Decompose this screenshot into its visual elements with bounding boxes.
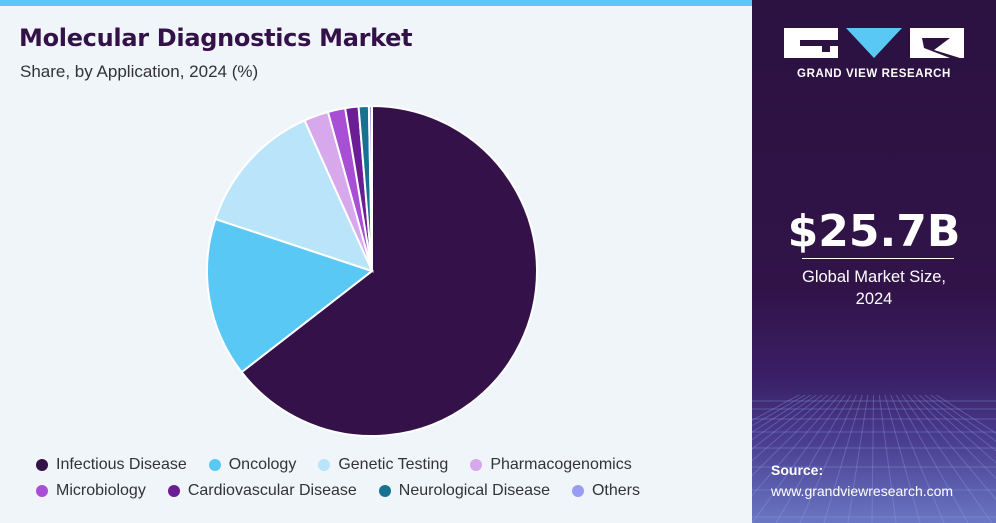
market-size-value: $25.7B [787,206,961,257]
grid-line [752,395,829,462]
chart-legend: Infectious Disease Oncology Genetic Testin… [36,452,746,504]
grid-line [890,395,945,523]
legend-label: Microbiology [56,482,146,499]
grid-line [871,395,875,523]
grid-line [918,395,996,464]
legend-label: Neurological Disease [398,482,550,499]
grid-line [901,395,993,523]
legend-swatch [167,485,180,497]
legend-swatch [208,459,221,471]
legend-label: Infectious Disease [56,456,187,473]
grid-line [884,395,921,523]
legend-item: Microbiology [36,482,146,500]
legend-swatch [318,459,331,471]
legend-swatch [36,485,48,497]
pie-slice-oncology [206,217,375,374]
legend-label: Pharmacogenomics [490,456,632,473]
legend-row: Microbiology Cardiovascular Disease Neurol… [36,478,746,504]
grid-line [929,395,996,442]
legend-item: Cardiovascular Disease [167,482,357,500]
legend-item: Neurological Disease [378,482,550,500]
grid-line [752,395,835,477]
legend-item: Oncology [208,456,297,474]
brand-name: GRAND VIEW RESEARCH [797,68,951,80]
market-size-label-line1: Global Market Size, [802,268,946,286]
legend-swatch [36,459,48,471]
legend-row: Infectious Disease Oncology Genetic Testin… [36,452,746,478]
legend-swatch [378,485,391,497]
grid-line [878,395,897,523]
grid-line [895,395,969,523]
source-url: www.grandviewresearch.com [771,483,954,499]
legend-item: Others [571,482,640,500]
grid-line [752,395,818,441]
grid-floor-graphic [752,395,996,523]
legend-swatch [470,459,483,471]
pie-slice-infectious-disease [240,104,538,437]
grid-line [799,395,857,523]
grid-line [912,395,996,480]
source-label: Source: [771,462,824,478]
grid-line [847,395,869,523]
grid-line [823,395,863,523]
grid-line [935,395,996,434]
grid-line [924,395,996,452]
legend-swatch [571,485,584,497]
legend-label: Others [591,482,640,499]
market-size-divider [802,258,954,259]
pie-chart [206,104,538,437]
pie-slice-genetic-testing [214,119,374,273]
chart-title: Molecular Diagnostics Market [19,24,413,52]
grand-view-research-logo [784,28,964,58]
grid-line [907,395,996,501]
grid-line [752,395,823,450]
grid-line [752,395,846,523]
legend-item: Pharmacogenomics [470,456,632,474]
grid-line [752,395,840,497]
market-size-label-line2: 2024 [855,290,893,308]
grid-line [775,395,852,523]
legend-label: Cardiovascular Disease [187,482,357,499]
legend-item: Genetic Testing [318,456,448,474]
legend-label: Oncology [228,456,297,473]
chart-subtitle: Share, by Application, 2024 (%) [20,62,259,81]
legend-label: Genetic Testing [338,456,449,473]
chart-panel: Molecular Diagnostics Market Share, by A… [0,0,752,523]
market-size-label: Global Market Size, 2024 [752,266,996,310]
top-accent-stripe [0,0,752,6]
pie-slice-others [367,104,373,272]
legend-item: Infectious Disease [36,456,187,474]
info-sidebar: GRAND VIEW RESEARCH $25.7B Global Market… [752,0,996,523]
